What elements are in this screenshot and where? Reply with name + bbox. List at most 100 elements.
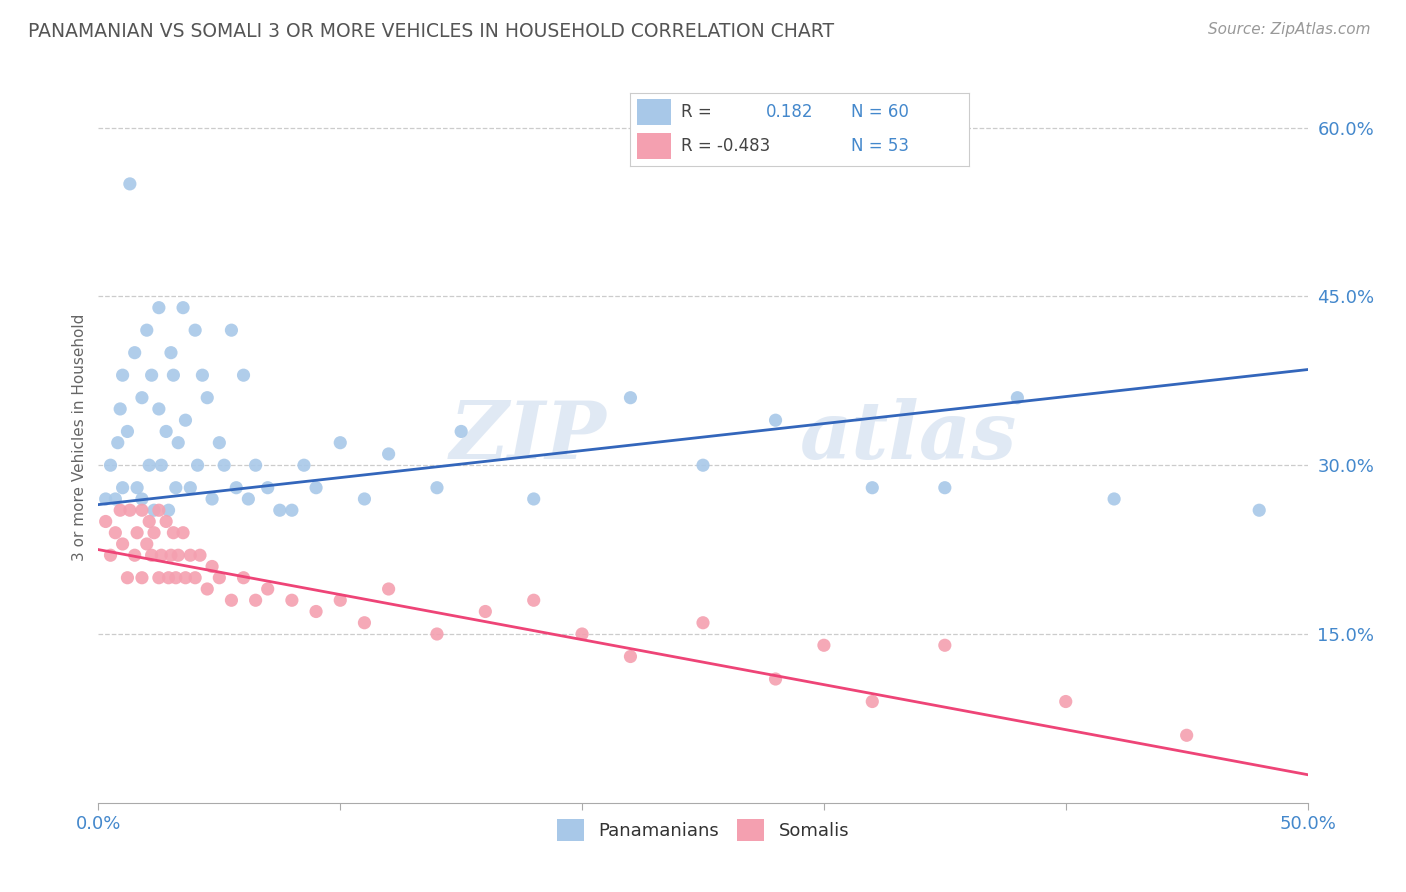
Point — [184, 571, 207, 585]
Point — [155, 425, 177, 439]
Point — [329, 435, 352, 450]
Point — [765, 672, 787, 686]
Point — [692, 615, 714, 630]
Point — [377, 582, 399, 596]
Text: N = 60: N = 60 — [851, 103, 908, 121]
Point — [269, 503, 291, 517]
Point — [108, 503, 131, 517]
Point — [124, 548, 146, 562]
Point — [155, 515, 177, 529]
Point — [765, 413, 787, 427]
Point — [100, 458, 122, 473]
Point — [104, 525, 127, 540]
Point — [813, 638, 835, 652]
Point — [143, 503, 166, 517]
Point — [135, 323, 157, 337]
Point — [127, 481, 149, 495]
Point — [353, 615, 375, 630]
Point — [167, 548, 190, 562]
Point — [187, 458, 209, 473]
Point — [131, 391, 153, 405]
Point — [162, 525, 184, 540]
Point — [1102, 491, 1125, 506]
Point — [329, 593, 352, 607]
Point — [195, 582, 218, 596]
Point — [94, 515, 117, 529]
Point — [208, 435, 231, 450]
Point — [160, 345, 183, 359]
Point — [934, 481, 956, 495]
Point — [221, 323, 243, 337]
Point — [184, 323, 207, 337]
Point — [118, 177, 141, 191]
Point — [157, 571, 180, 585]
Point — [143, 525, 166, 540]
Point — [157, 503, 180, 517]
Point — [148, 503, 170, 517]
Text: Source: ZipAtlas.com: Source: ZipAtlas.com — [1208, 22, 1371, 37]
Point — [150, 458, 173, 473]
Point — [474, 605, 496, 619]
Point — [150, 548, 173, 562]
Point — [162, 368, 184, 383]
Point — [111, 368, 134, 383]
Point — [111, 481, 134, 495]
Point — [174, 413, 197, 427]
Point — [1054, 694, 1077, 708]
Legend: Panamanians, Somalis: Panamanians, Somalis — [550, 812, 856, 848]
Point — [117, 571, 139, 585]
Point — [138, 515, 160, 529]
Point — [148, 401, 170, 416]
Point — [172, 525, 194, 540]
Y-axis label: 3 or more Vehicles in Household: 3 or more Vehicles in Household — [72, 313, 87, 561]
Point — [188, 548, 211, 562]
Text: 0.182: 0.182 — [766, 103, 814, 121]
Text: R =: R = — [682, 103, 711, 121]
Point — [281, 593, 304, 607]
Point — [138, 458, 160, 473]
Point — [131, 491, 153, 506]
Point — [165, 481, 187, 495]
Point — [619, 649, 641, 664]
Point — [934, 638, 956, 652]
Point — [179, 548, 201, 562]
Text: PANAMANIAN VS SOMALI 3 OR MORE VEHICLES IN HOUSEHOLD CORRELATION CHART: PANAMANIAN VS SOMALI 3 OR MORE VEHICLES … — [28, 22, 834, 41]
Point — [141, 548, 163, 562]
Point — [201, 491, 224, 506]
Point — [377, 447, 399, 461]
Point — [201, 559, 224, 574]
Point — [148, 301, 170, 315]
Point — [245, 458, 267, 473]
Point — [1249, 503, 1271, 517]
Point — [860, 694, 883, 708]
Point — [281, 503, 304, 517]
Point — [305, 605, 328, 619]
Point — [305, 481, 328, 495]
Point — [238, 491, 260, 506]
Point — [256, 582, 278, 596]
Point — [179, 481, 201, 495]
Point — [141, 368, 163, 383]
Point — [523, 593, 546, 607]
Text: N = 53: N = 53 — [851, 137, 908, 155]
Point — [131, 571, 153, 585]
Point — [245, 593, 267, 607]
Point — [619, 391, 641, 405]
Point — [111, 537, 134, 551]
Point — [135, 537, 157, 551]
Point — [256, 481, 278, 495]
Point — [108, 401, 131, 416]
Point — [426, 627, 449, 641]
Point — [353, 491, 375, 506]
Point — [232, 571, 254, 585]
Point — [212, 458, 235, 473]
Point — [160, 548, 183, 562]
Point — [94, 491, 117, 506]
Point — [127, 525, 149, 540]
Point — [100, 548, 122, 562]
Text: R = -0.483: R = -0.483 — [682, 137, 770, 155]
Point — [692, 458, 714, 473]
Point — [107, 435, 129, 450]
Bar — [637, 133, 671, 159]
Text: ZIP: ZIP — [450, 399, 606, 475]
